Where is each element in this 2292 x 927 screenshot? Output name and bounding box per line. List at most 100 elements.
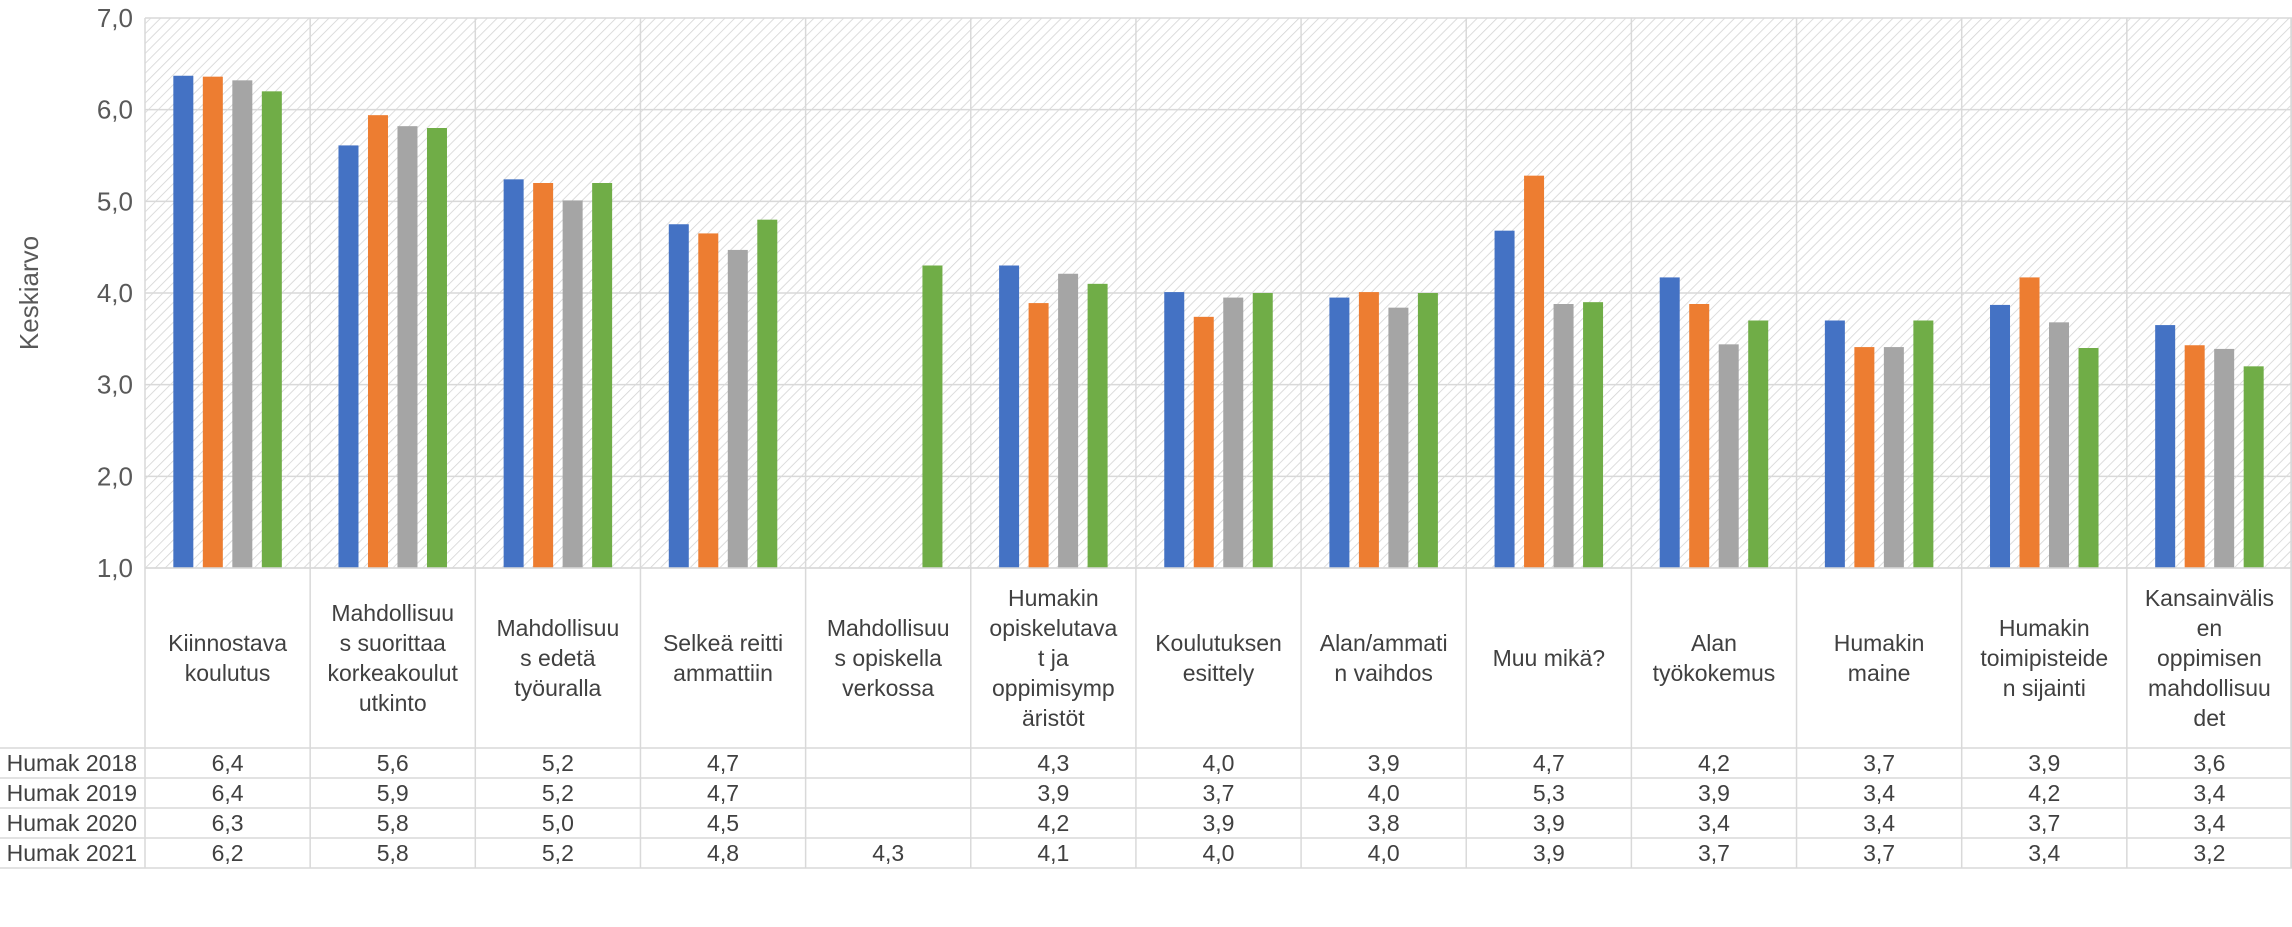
data-label: 3,9 <box>1698 780 1730 806</box>
data-label: 4,0 <box>1203 750 1235 776</box>
bar <box>173 75 194 568</box>
data-label: 3,6 <box>2193 750 2225 776</box>
bar <box>1164 292 1185 568</box>
bar <box>1388 307 1409 568</box>
bar <box>2155 325 2176 568</box>
bar <box>1417 293 1438 568</box>
category-label: Koulutuksen esittely <box>1155 630 1282 686</box>
data-label: 3,2 <box>2193 840 2225 866</box>
data-label: 4,0 <box>1368 780 1400 806</box>
data-label: 4,0 <box>1368 840 1400 866</box>
bar <box>922 265 943 568</box>
data-label: 6,4 <box>212 750 244 776</box>
bar <box>2078 348 2099 568</box>
data-label: 5,2 <box>542 840 574 866</box>
bar <box>2184 345 2205 568</box>
data-label: 5,8 <box>377 840 409 866</box>
bar <box>1524 175 1545 568</box>
bar <box>533 183 554 568</box>
y-tick-label: 6,0 <box>97 95 133 125</box>
bar <box>1358 292 1379 568</box>
bar <box>1193 316 1214 568</box>
data-label: 3,7 <box>1863 750 1895 776</box>
data-label: 4,7 <box>707 750 739 776</box>
y-tick-label: 1,0 <box>97 553 133 583</box>
y-tick-label: 7,0 <box>97 3 133 33</box>
bar <box>757 219 778 568</box>
bar <box>1553 304 1574 568</box>
data-label: 3,7 <box>1203 780 1235 806</box>
bar <box>1058 273 1079 568</box>
bar <box>1223 297 1244 568</box>
category-label: Mahdollisuu s opiskella verkossa <box>827 615 950 701</box>
bar <box>1659 277 1680 568</box>
bar <box>1854 347 1875 568</box>
data-label: 3,8 <box>1368 810 1400 836</box>
bar <box>668 224 689 568</box>
bar <box>1028 303 1049 568</box>
data-label: 3,4 <box>2193 810 2225 836</box>
data-label: 6,2 <box>212 840 244 866</box>
bar <box>999 265 1020 568</box>
data-label: 5,6 <box>377 750 409 776</box>
bar <box>1494 230 1515 568</box>
y-tick-label: 5,0 <box>97 186 133 216</box>
legend-row-label: Humak 2020 <box>7 810 137 836</box>
data-label: 5,2 <box>542 750 574 776</box>
y-axis-label: Keskiarvo <box>14 236 44 350</box>
data-label: 3,4 <box>2028 840 2060 866</box>
bar <box>1824 320 1845 568</box>
bar <box>698 233 719 568</box>
bars <box>173 75 2264 569</box>
data-label: 4,7 <box>1533 750 1565 776</box>
data-label: 3,7 <box>2028 810 2060 836</box>
data-label: 5,3 <box>1533 780 1565 806</box>
data-label: 6,4 <box>212 780 244 806</box>
data-label: 4,2 <box>2028 780 2060 806</box>
legend-row-label: Humak 2019 <box>7 780 137 806</box>
data-label: 4,3 <box>872 840 904 866</box>
data-label: 5,0 <box>542 810 574 836</box>
y-axis: 1,0 2,0 3,0 4,0 5,0 6,0 7,0 <box>97 3 133 583</box>
data-label: 5,8 <box>377 810 409 836</box>
data-label: 3,4 <box>1863 810 1895 836</box>
bar <box>1087 283 1108 568</box>
category-label: Humakin toimipisteide n sijainti <box>1980 615 2108 701</box>
data-label: 3,7 <box>1698 840 1730 866</box>
category-label: Alan työkokemus <box>1653 630 1776 686</box>
bar <box>202 76 223 569</box>
bar <box>397 126 418 569</box>
legend-row-label: Humak 2018 <box>7 750 137 776</box>
bar <box>426 128 447 568</box>
data-label: 4,3 <box>1037 750 1069 776</box>
gridlines <box>144 17 2292 868</box>
category-label: Muu mikä? <box>1493 645 1605 671</box>
data-label: 3,7 <box>1863 840 1895 866</box>
data-label: 5,2 <box>542 780 574 806</box>
data-label: 4,8 <box>707 840 739 866</box>
bar <box>2243 366 2264 568</box>
legend-row-label: Humak 2021 <box>7 840 137 866</box>
bar <box>2214 348 2235 568</box>
data-label: 3,4 <box>1698 810 1730 836</box>
data-label: 3,9 <box>1533 810 1565 836</box>
bar <box>2019 277 2040 568</box>
data-label: 3,4 <box>2193 780 2225 806</box>
y-tick-label: 3,0 <box>97 370 133 400</box>
data-label: 4,7 <box>707 780 739 806</box>
data-label: 4,0 <box>1203 840 1235 866</box>
category-label: Mahdollisuu s suorittaa korkeakoulut utkint… <box>328 600 459 716</box>
category-label: Kiinnostava koulutus <box>168 630 287 686</box>
category-label: Mahdollisuu s edetä työuralla <box>497 615 620 701</box>
data-label: 4,5 <box>707 810 739 836</box>
data-label: 3,4 <box>1863 780 1895 806</box>
bar <box>1990 304 2011 568</box>
bar <box>503 179 524 569</box>
bar <box>592 183 613 568</box>
bar <box>1748 320 1769 568</box>
bar <box>1329 297 1350 568</box>
category-label: Kansainvälis en oppimisen mahdollisuu det <box>2145 585 2274 731</box>
bar <box>1689 304 1710 568</box>
bar <box>727 249 748 568</box>
